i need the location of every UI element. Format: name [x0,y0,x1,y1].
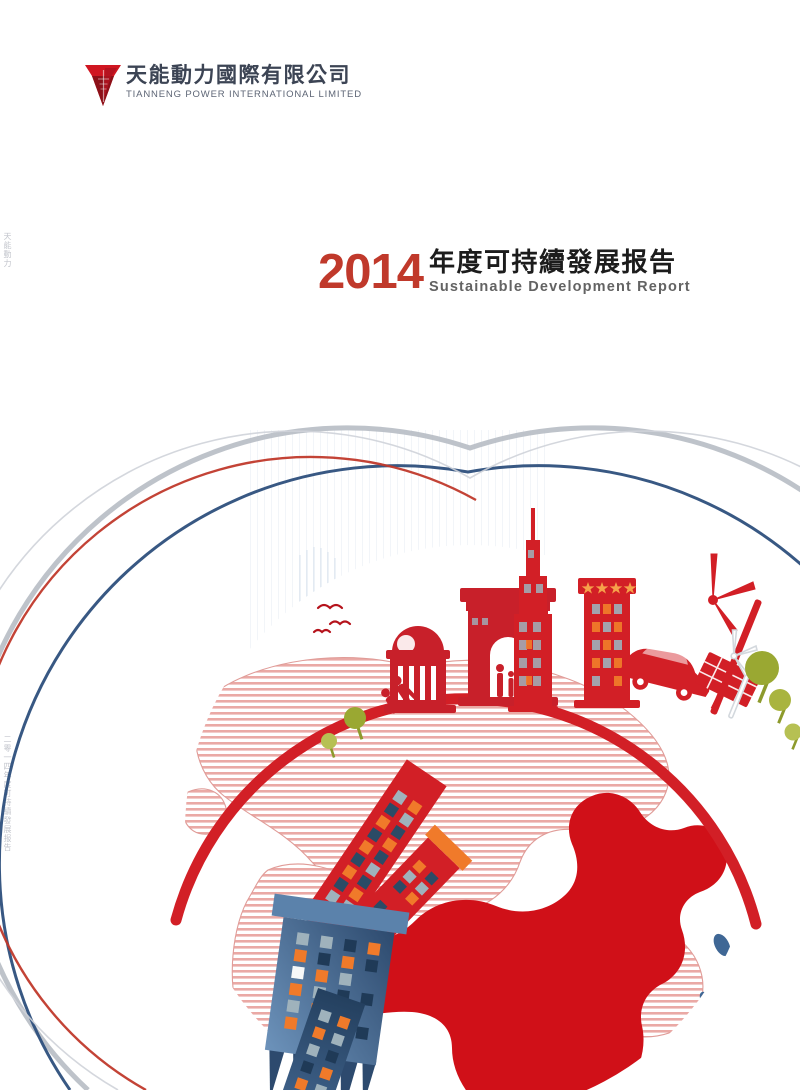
cover-title-block: 2014 年度可持續發展报告 Sustainable Development R… [318,248,718,297]
spine-text-top: 天能動力 [3,232,12,268]
pedestrian-figures-icon [381,675,418,714]
radiating-towers-group [264,759,473,1090]
skyline-group [312,508,800,758]
star-topped-tower-icon [574,578,640,708]
china-highlight [304,792,727,1090]
tower-stars [581,582,637,594]
orbit-arcs [0,425,800,1090]
blue-tower-spires-icon [264,893,410,1090]
report-title-en: Sustainable Development Report [429,279,691,295]
car-icon [618,645,710,701]
sustainable-globe-illustration [0,400,800,1090]
report-year: 2014 [318,245,424,299]
company-name-en: TIANNENG POWER INTERNATIONAL LIMITED [126,89,362,100]
birds-icon [312,603,352,634]
report-title-cn: 年度可持續發展报告 [429,248,677,278]
company-name-cn: 天能動力國際有限公司 [126,63,351,87]
company-name-group: 天能動力國際有限公司 TIANNENG POWER INTERNATIONAL … [126,62,362,101]
company-logo: 天能動力國際有限公司 TIANNENG POWER INTERNATIONAL … [84,62,362,108]
blue-tower-wide-icon [264,987,366,1090]
tianneng-v-flame-mark-icon [84,62,122,108]
trees-icon [321,651,800,758]
stepped-skyscraper-icon [508,508,558,712]
spine-text-bottom: 二零一四年度可持續發展报告 [3,735,12,852]
skyscraper-windows [519,550,543,686]
